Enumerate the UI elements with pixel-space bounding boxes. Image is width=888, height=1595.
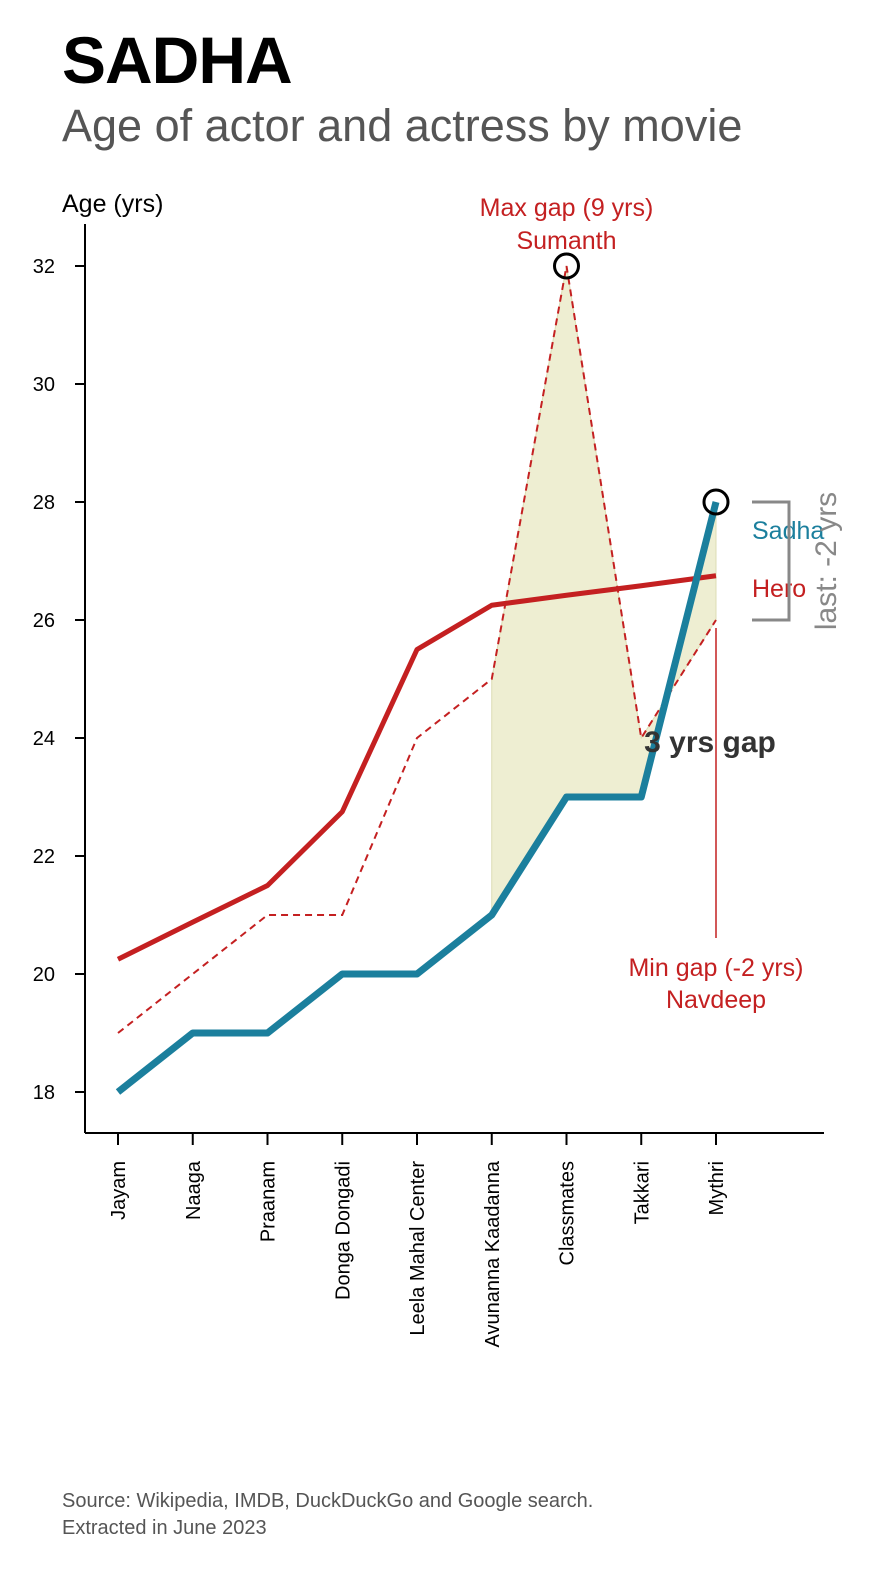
y-tick-label: 18 [33, 1082, 55, 1104]
x-tick-label: Takkari [631, 1161, 653, 1224]
x-tick-label: Naaga [183, 1160, 205, 1220]
hero-average-line [116, 573, 717, 962]
y-tick-label: 32 [33, 256, 55, 278]
x-tick-label: Jayam [108, 1161, 130, 1220]
min-gap-actor-name: Navdeep [666, 986, 766, 1014]
y-tick-label: 30 [33, 374, 55, 396]
x-tick-label: Praanam [258, 1161, 280, 1242]
x-tick-label: Leela Mahal Center [407, 1161, 429, 1336]
y-tick-label: 26 [33, 610, 55, 632]
x-tick-label: Classmates [557, 1161, 579, 1265]
page-subtitle: Age of actor and actress by movie [62, 100, 743, 151]
x-tick-label: Mythri [706, 1161, 728, 1215]
actor-age-dashed-line [117, 265, 717, 1034]
legend-hero-label: Hero [752, 575, 806, 603]
y-tick-label: 28 [33, 492, 55, 514]
min-gap-label: Min gap (-2 yrs) [628, 954, 803, 982]
source-note: Source: Wikipedia, IMDB, DuckDuckGo and … [62, 1488, 593, 1542]
y-tick-label: 20 [33, 964, 55, 986]
last-gap-bracket [752, 500, 791, 622]
recent-gap-label: 3 yrs gap [644, 726, 776, 759]
source-line-2: Extracted in June 2023 [62, 1517, 267, 1539]
source-line-1: Source: Wikipedia, IMDB, DuckDuckGo and … [62, 1490, 594, 1512]
min-gap-marker [702, 488, 730, 516]
max-gap-label: Max gap (9 yrs) [480, 194, 654, 222]
last-gap-label: last: -2 yrs [810, 492, 843, 630]
y-tick-label: 24 [33, 728, 55, 750]
max-gap-actor-name: Sumanth [516, 227, 616, 255]
actress-age-line [115, 501, 720, 1095]
y-axis-label: Age (yrs) [62, 190, 163, 218]
max-gap-marker [553, 252, 580, 280]
x-tick-label: Donga Dongadi [332, 1161, 354, 1300]
x-tick-label: Avunanna Kaadanna [482, 1160, 504, 1347]
y-tick-label: 22 [33, 846, 55, 868]
page-title: SADHA [62, 23, 293, 97]
